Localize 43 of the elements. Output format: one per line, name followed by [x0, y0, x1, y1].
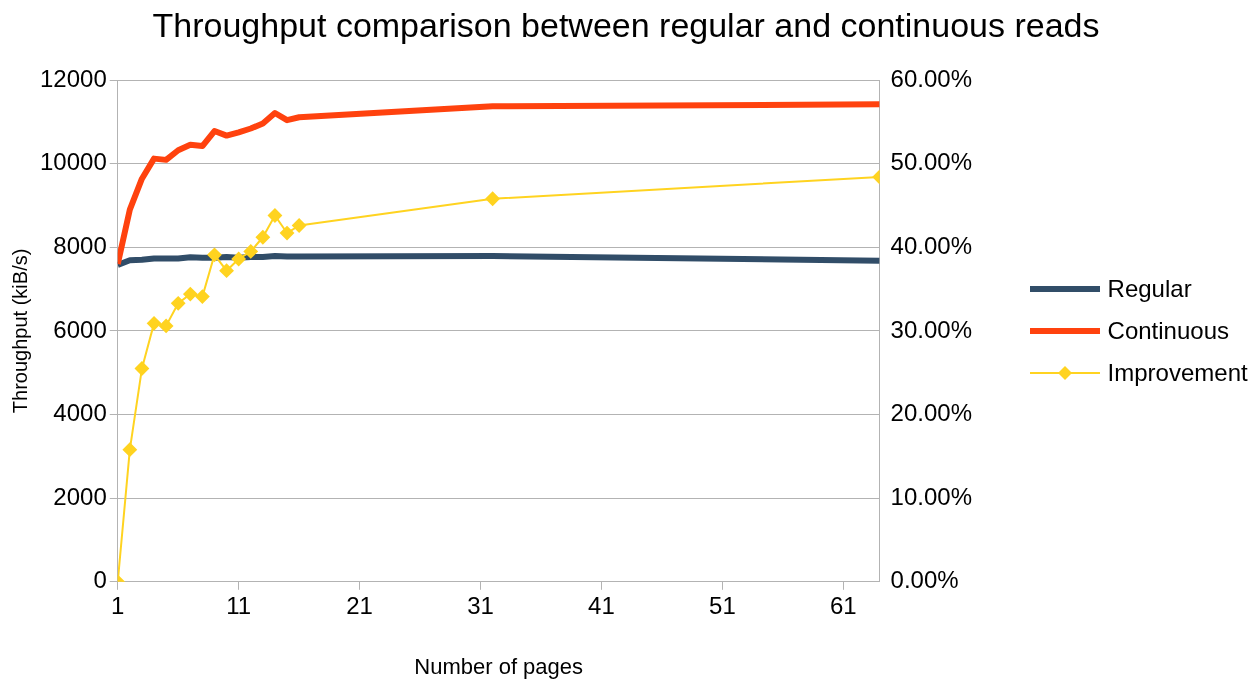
- y2-tick-label: 40.00%: [890, 231, 973, 259]
- y2-tick-label: 0.00%: [890, 566, 959, 594]
- y2-tick-label: 30.00%: [890, 315, 973, 343]
- point: [134, 361, 149, 376]
- point: [207, 247, 222, 262]
- point: [195, 289, 210, 304]
- x-tick-label: 51: [709, 591, 736, 619]
- y-tick-label: 10000: [39, 148, 107, 176]
- y-tick-label: 6000: [53, 315, 107, 343]
- point: [159, 318, 174, 333]
- y-tick-label: 4000: [53, 399, 107, 427]
- point: [147, 316, 162, 331]
- point: [243, 244, 258, 259]
- y-axis-title: Throughput (kiB/s): [8, 248, 31, 414]
- point: [255, 230, 270, 245]
- point: [267, 208, 282, 223]
- y2-tick-label: 10.00%: [890, 482, 973, 510]
- y-tick-label: 8000: [53, 231, 107, 259]
- y-tick-label: 0: [93, 566, 107, 594]
- x-tick-label: 31: [467, 591, 494, 619]
- point: [183, 287, 198, 302]
- x-tick-label: 41: [588, 591, 615, 619]
- x-tick-label: 21: [346, 591, 373, 619]
- y-tick-label: 12000: [39, 64, 107, 92]
- x-axis-title: Number of pages: [414, 653, 584, 679]
- point: [485, 191, 500, 206]
- y2-tick-label: 20.00%: [890, 399, 973, 427]
- chart-title: Throughput comparison between regular and continuous reads: [151, 6, 1101, 45]
- point: [292, 218, 307, 233]
- point: [122, 442, 137, 457]
- legend-label: Improvement: [1107, 358, 1248, 387]
- legend-label: Continuous: [1107, 316, 1230, 345]
- x-tick-label: 1: [111, 591, 125, 619]
- point: [231, 251, 246, 266]
- y2-tick-label: 60.00%: [890, 64, 973, 92]
- y2-tick-label: 50.00%: [890, 148, 973, 176]
- legend-label: Regular: [1107, 274, 1192, 303]
- x-tick-label: 61: [829, 591, 857, 619]
- point: [280, 226, 295, 241]
- y-tick-label: 2000: [53, 482, 107, 510]
- point: [171, 296, 186, 311]
- point: [219, 263, 234, 278]
- x-tick-label: 11: [226, 591, 252, 619]
